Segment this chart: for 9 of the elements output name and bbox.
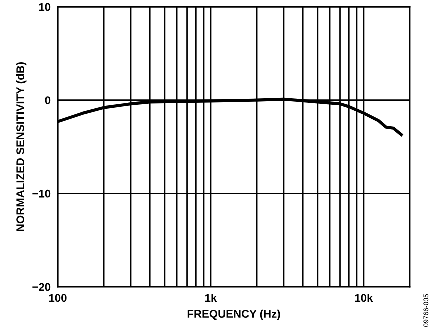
x-tick-label: 10k bbox=[355, 294, 374, 302]
y-tick-label: 0 bbox=[45, 96, 51, 104]
y-tick-label: −20 bbox=[32, 283, 51, 292]
y-tick-label: 10 bbox=[39, 3, 51, 12]
x-axis-title: FREQUENCY (Hz) bbox=[188, 310, 280, 320]
x-tick-label: 100 bbox=[49, 294, 67, 302]
x-tick-label: 1k bbox=[205, 294, 218, 302]
y-tick-label: −10 bbox=[32, 190, 51, 198]
y-axis-title: NORMALIZED SENSITIVITY (dB) bbox=[16, 62, 27, 232]
